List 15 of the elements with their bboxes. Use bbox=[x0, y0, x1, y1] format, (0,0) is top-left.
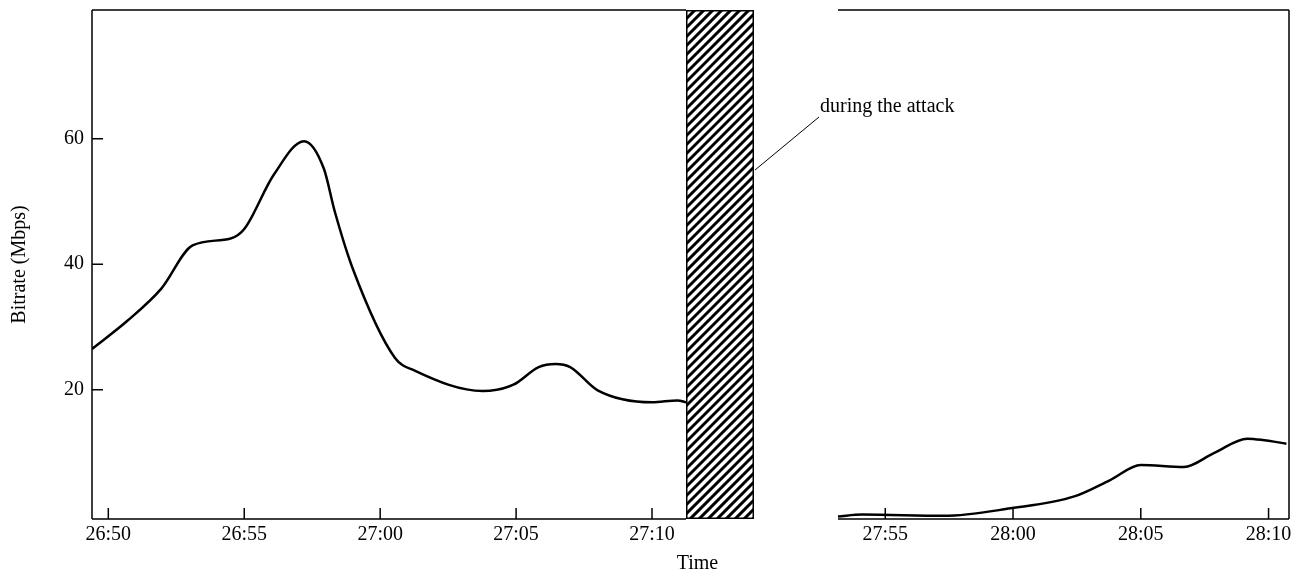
x-tick-label: 28:10 bbox=[1245, 522, 1292, 545]
x-tick-label: 26:55 bbox=[221, 522, 268, 545]
y-axis-title: Bitrate (Mbps) bbox=[7, 205, 31, 324]
y-tick-label: 40 bbox=[64, 251, 84, 274]
annotation: during the attack bbox=[820, 94, 955, 117]
x-tick-label: 27:55 bbox=[862, 522, 909, 545]
x-tick-label: 27:10 bbox=[629, 522, 675, 545]
x-tick-label: 27:05 bbox=[493, 522, 539, 545]
y-tick-label: 20 bbox=[64, 376, 84, 399]
y-tick-label: 60 bbox=[64, 125, 84, 148]
x-tick-label: 27:00 bbox=[357, 522, 403, 545]
x-tick-label: 26:50 bbox=[85, 522, 132, 545]
x-tick-label: 28:05 bbox=[1118, 522, 1164, 545]
x-tick-label: 28:00 bbox=[990, 522, 1036, 545]
x-axis-title: Time bbox=[675, 551, 720, 574]
